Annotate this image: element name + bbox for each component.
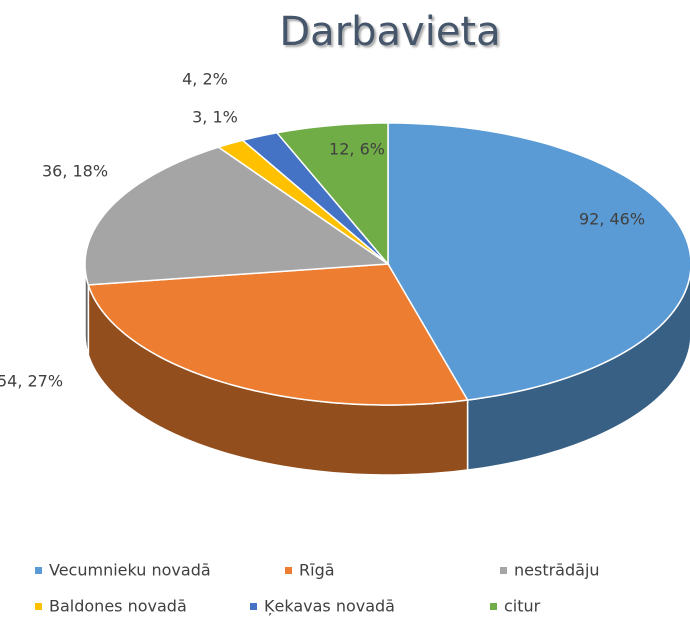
data-label: 3, 1% — [192, 108, 238, 127]
legend-label: Rīgā — [299, 561, 335, 580]
data-label: 92, 46% — [579, 210, 645, 229]
legend-swatch — [250, 603, 257, 610]
data-label: 36, 18% — [42, 162, 108, 181]
slice — [275, 122, 389, 267]
data-label: 12, 6% — [329, 140, 385, 159]
legend-label: Ķekavas novadā — [264, 597, 395, 616]
legend-swatch — [500, 567, 507, 574]
data-label: 54, 27% — [0, 372, 63, 391]
legend-swatch — [490, 603, 497, 610]
data-label: 4, 2% — [182, 70, 228, 89]
legend-swatch — [285, 567, 292, 574]
slice — [84, 146, 391, 286]
legend-label: Vecumnieku novadā — [49, 561, 211, 580]
slice — [387, 122, 690, 401]
legend-label: nestrādāju — [514, 561, 600, 580]
legend-label: citur — [504, 597, 541, 616]
legend-label: Baldones novadā — [49, 597, 187, 616]
legend-swatch — [35, 603, 42, 610]
slice — [87, 263, 469, 406]
slice — [241, 131, 389, 265]
legend-swatch — [35, 567, 42, 574]
chart-title: Darbavieta — [279, 9, 500, 55]
